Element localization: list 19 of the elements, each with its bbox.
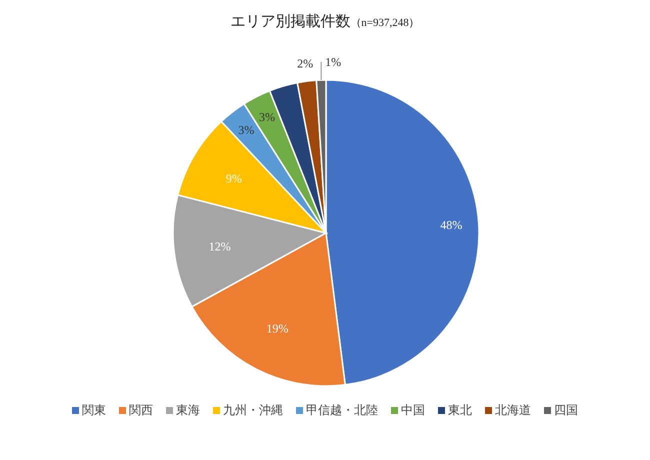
data-label: 2% bbox=[297, 56, 314, 70]
legend-label: 関西 bbox=[129, 403, 153, 417]
data-label: 3% bbox=[258, 110, 275, 124]
legend-label: 東北 bbox=[448, 403, 472, 417]
data-label: 3% bbox=[238, 123, 254, 138]
legend-label: 東海 bbox=[176, 403, 200, 417]
legend-label: 甲信越・北陸 bbox=[306, 403, 378, 417]
data-label: 12% bbox=[208, 239, 231, 254]
legend-label: 中国 bbox=[401, 403, 425, 417]
legend-label: 四国 bbox=[554, 403, 578, 417]
data-label: 9% bbox=[226, 171, 242, 186]
legend-label: 九州・沖縄 bbox=[223, 403, 283, 417]
data-label: 19% bbox=[266, 321, 288, 336]
data-label: 1% bbox=[325, 55, 342, 70]
legend-label: 関東 bbox=[82, 403, 106, 417]
chart-subtitle: （n=937,248） bbox=[350, 17, 420, 29]
data-label: 48% bbox=[440, 218, 462, 232]
legend-label: 北海道 bbox=[495, 403, 531, 417]
chart-title: エリア別掲載件数 bbox=[230, 13, 350, 30]
